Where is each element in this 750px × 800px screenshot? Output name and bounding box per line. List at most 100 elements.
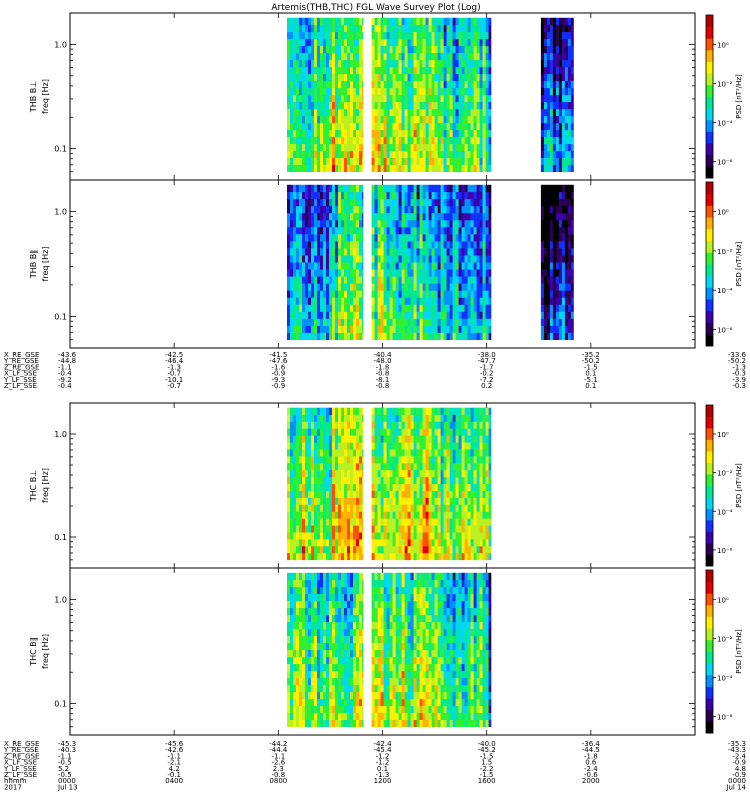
heatmap-cell: [440, 449, 444, 457]
heatmap-cell: [404, 511, 408, 519]
heatmap-cell: [383, 122, 387, 131]
heatmap-cell: [395, 490, 399, 498]
heatmap-cell: [401, 248, 405, 256]
heatmap-cell: [374, 205, 378, 214]
heatmap-cell: [401, 469, 405, 478]
heatmap-cell: [485, 24, 489, 33]
heatmap-cell: [362, 332, 364, 340]
heatmap-cell: [570, 31, 574, 40]
heatmap-cell: [473, 407, 477, 415]
heatmap-cell: [561, 234, 566, 242]
heatmap-cell: [479, 234, 483, 242]
heatmap-cell: [570, 255, 574, 263]
heatmap-cell: [371, 497, 375, 505]
heatmap-cell: [479, 17, 483, 26]
heatmap-cell: [296, 311, 300, 319]
heatmap-cell: [443, 45, 447, 54]
heatmap-cell: [305, 31, 309, 40]
heatmap-cell: [443, 407, 447, 415]
heatmap-cell: [377, 325, 381, 333]
heatmap-cell: [410, 227, 414, 235]
heatmap-cell: [332, 525, 336, 533]
heatmap-cell: [314, 38, 318, 47]
heatmap-cell: [308, 552, 312, 561]
heatmap-cell: [338, 191, 342, 200]
heatmap-cell: [335, 552, 339, 561]
heatmap-cell: [476, 255, 480, 263]
heatmap-cell: [299, 150, 303, 158]
heatmap-cell: [380, 483, 384, 491]
heatmap-cell: [443, 483, 447, 491]
heatmap-cell: [395, 497, 399, 505]
heatmap-cell: [311, 164, 315, 172]
heatmap-cell: [323, 31, 327, 40]
heatmap-cell: [485, 539, 489, 547]
heatmap-cell: [431, 449, 435, 457]
heatmap-cell: [540, 87, 545, 96]
heatmap-cell: [305, 80, 309, 89]
heatmap-cell: [407, 94, 411, 103]
heatmap-cell: [389, 283, 393, 291]
heatmap-cell: [540, 94, 545, 103]
heatmap-cell: [389, 213, 393, 221]
heatmap-cell: [461, 213, 465, 221]
heatmap-cell: [371, 414, 375, 422]
heatmap-cell: [540, 143, 545, 152]
heatmap-cell: [323, 456, 327, 464]
heatmap-cell: [437, 532, 441, 540]
heatmap-cell: [473, 38, 477, 47]
heatmap-cell: [326, 136, 330, 145]
heatmap-cell: [419, 304, 423, 312]
heatmap-cell: [353, 248, 357, 256]
heatmap-cell: [419, 220, 423, 228]
heatmap-cell: [437, 94, 441, 103]
heatmap-cell: [461, 164, 465, 172]
heatmap-cell: [428, 463, 432, 471]
heatmap-cell: [434, 80, 438, 89]
heatmap-cell: [425, 248, 429, 256]
heatmap-cell: [485, 52, 489, 61]
heatmap-cell: [395, 108, 399, 117]
heatmap-cell: [308, 213, 312, 221]
heatmap-cell: [317, 31, 321, 40]
heatmap-cell: [404, 220, 408, 228]
heatmap-cell: [413, 17, 417, 26]
heatmap-cell: [443, 94, 447, 103]
heatmap-cell: [570, 157, 574, 165]
heatmap-cell: [452, 539, 456, 547]
heatmap-cell: [347, 164, 351, 172]
heatmap-cell: [461, 191, 465, 200]
heatmap-cell: [440, 483, 444, 491]
heatmap-cell: [401, 220, 405, 228]
heatmap-cell: [335, 476, 339, 485]
heatmap-cell: [446, 442, 450, 450]
heatmap-cell: [314, 80, 318, 89]
heatmap-cell: [338, 150, 342, 158]
heatmap-cell: [350, 456, 354, 464]
heatmap-cell: [401, 290, 405, 298]
heatmap-cell: [479, 325, 483, 333]
heatmap-cell: [476, 129, 480, 138]
heatmap-cell: [323, 290, 327, 298]
heatmap-cell: [425, 262, 429, 270]
heatmap-cell: [332, 59, 336, 68]
heatmap-cell: [482, 31, 486, 40]
heatmap-cell: [311, 304, 315, 312]
heatmap-cell: [422, 52, 426, 61]
heatmap-cell: [311, 198, 315, 207]
heatmap-cell: [371, 539, 375, 547]
heatmap-cell: [371, 546, 375, 554]
heatmap-cell: [452, 518, 456, 526]
heatmap-cell: [359, 255, 363, 263]
heatmap-cell: [479, 290, 483, 298]
heatmap-cell: [293, 38, 297, 47]
heatmap-cell: [558, 157, 563, 165]
heatmap-cell: [386, 469, 390, 478]
heatmap-cell: [329, 463, 333, 471]
heatmap-cell: [470, 24, 474, 33]
heatmap-cell: [350, 248, 354, 256]
heatmap-cell: [392, 297, 396, 305]
heatmap-cell: [434, 311, 438, 319]
heatmap-cell: [380, 304, 384, 312]
heatmap-cell: [317, 73, 321, 82]
